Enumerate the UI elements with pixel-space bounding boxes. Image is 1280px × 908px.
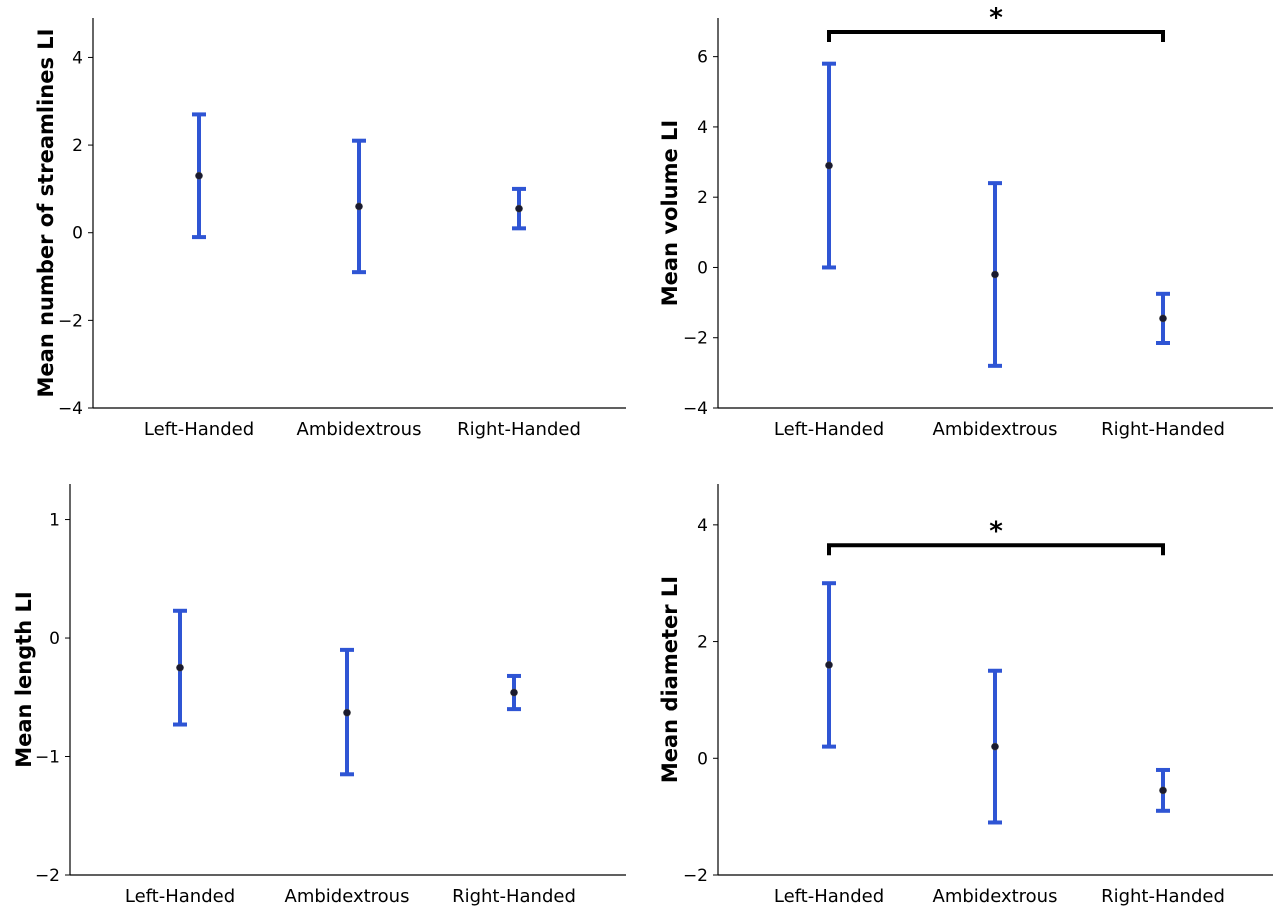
significance-bracket	[827, 30, 1165, 43]
panel-diameter: −2 0 2 4 Left-Handed Ambidextrous Right-Handed…	[658, 484, 1273, 907]
mean-point	[195, 171, 203, 180]
y-tick-label: 2	[72, 136, 83, 156]
y-tick-label: −2	[58, 311, 83, 331]
x-category-label: Right-Handed	[1101, 886, 1225, 907]
y-tick-label: −2	[35, 866, 60, 886]
mean-point	[1159, 786, 1167, 795]
y-tick-label: −4	[683, 399, 708, 419]
mean-point	[510, 688, 518, 697]
x-category-label: Left-Handed	[125, 886, 235, 907]
x-category-label: Ambidextrous	[933, 419, 1058, 440]
y-axis-label: Mean volume LI	[658, 120, 682, 306]
y-tick-label: 0	[697, 749, 708, 769]
mean-point	[1159, 314, 1167, 323]
mean-point	[825, 661, 833, 669]
y-tick-label: −2	[683, 866, 708, 886]
panel-streamlines: −4 −2 0 2 4 Left-Handed Ambidextrous Right-Hand…	[34, 18, 626, 440]
panel-length: −2 −1 0 1 Left-Handed Ambidextrous Right-Hande…	[12, 484, 626, 907]
y-tick-label: 1	[49, 511, 60, 531]
mean-point	[176, 663, 184, 672]
y-tick-label: 0	[697, 258, 708, 278]
y-tick-label: 4	[697, 118, 708, 138]
x-category-label: Right-Handed	[1101, 419, 1225, 440]
y-tick-label: 4	[697, 516, 708, 536]
mean-point	[825, 161, 833, 170]
mean-point	[343, 708, 351, 717]
y-tick-label: 4	[72, 48, 83, 68]
significance-bracket	[827, 543, 1165, 556]
y-tick-label: −4	[58, 399, 83, 419]
x-category-label: Right-Handed	[457, 419, 581, 440]
y-axis-label: Mean number of streamlines LI	[34, 29, 58, 398]
y-tick-label: −2	[683, 329, 708, 349]
y-tick-label: 6	[697, 48, 708, 68]
y-tick-label: 2	[697, 188, 708, 208]
x-category-label: Left-Handed	[774, 886, 884, 907]
y-tick-label: 0	[49, 629, 60, 649]
y-tick-label: 2	[697, 633, 708, 653]
y-axis-label: Mean length LI	[12, 591, 36, 768]
mean-point	[991, 270, 999, 279]
y-tick-label: 0	[72, 224, 83, 244]
x-category-label: Left-Handed	[774, 419, 884, 440]
panel-volume: −4 −2 0 2 4 6 Left-Handed Ambidextrous Right-Han…	[658, 3, 1273, 440]
significance-label: *	[989, 3, 1003, 33]
x-category-label: Ambidextrous	[297, 419, 422, 440]
mean-point	[991, 742, 999, 751]
mean-point	[355, 202, 363, 211]
x-category-label: Right-Handed	[452, 886, 576, 907]
significance-label: *	[989, 516, 1003, 546]
x-category-label: Ambidextrous	[933, 886, 1058, 907]
y-tick-label: −1	[35, 748, 60, 768]
x-category-label: Left-Handed	[144, 419, 254, 440]
y-axis-label: Mean diameter LI	[658, 576, 682, 783]
x-category-label: Ambidextrous	[285, 886, 410, 907]
mean-point	[515, 204, 523, 213]
